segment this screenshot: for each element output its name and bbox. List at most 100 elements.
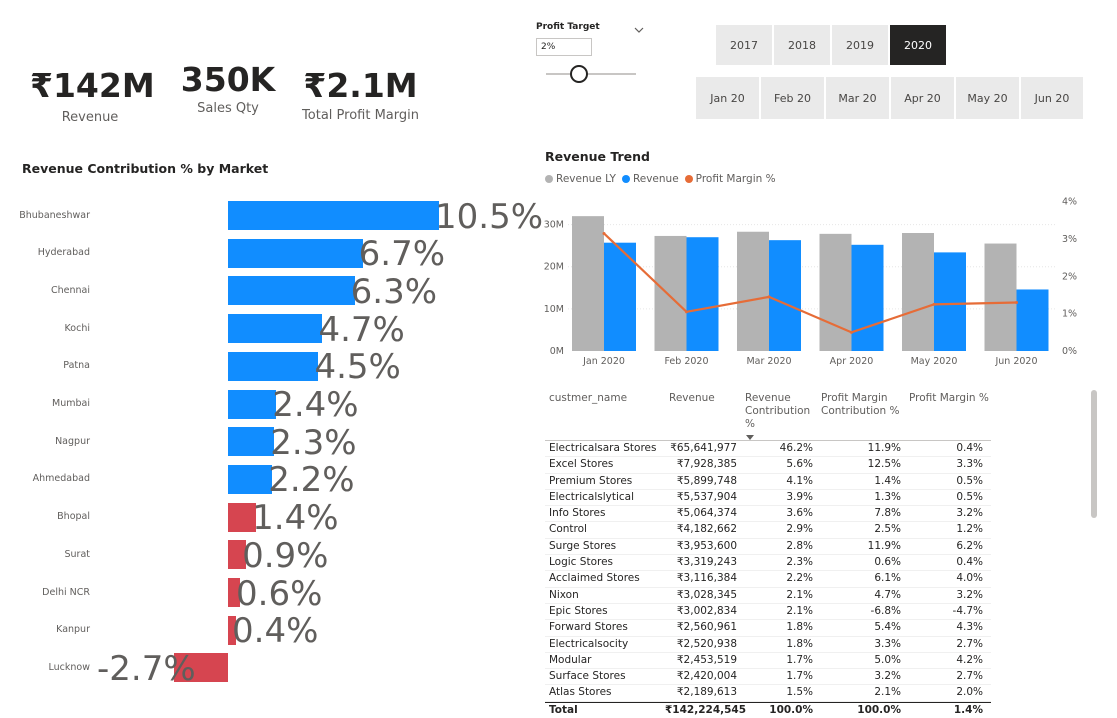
year-tile-2019[interactable]: 2019 [832, 25, 888, 65]
table-row[interactable]: Atlas Stores ₹2,189,613 1.5% 2.1% 2.0% [545, 685, 991, 702]
table-cell: ₹5,899,748 [676, 474, 737, 487]
table-row[interactable]: Forward Stores ₹2,560,961 1.8% 5.4% 4.3% [545, 620, 991, 637]
table-cell: 5.4% [874, 621, 901, 634]
year-tile-2017[interactable]: 2017 [716, 25, 772, 65]
profit-margin-point[interactable] [932, 302, 936, 306]
column-header-customer[interactable]: custmer_name [549, 392, 628, 404]
market-bar[interactable] [228, 351, 319, 381]
table-row[interactable]: Surface Stores ₹2,420,004 1.7% 3.2% 2.7% [545, 669, 991, 686]
year-tile-2020[interactable]: 2020 [890, 25, 946, 65]
table-row[interactable]: Electricalslytical ₹5,537,904 3.9% 1.3% 0.5% [545, 490, 991, 507]
market-label: Chennai [50, 284, 90, 296]
table-cell: 5.0% [874, 653, 901, 666]
profit-margin-point[interactable] [602, 231, 606, 235]
table-scrollbar[interactable] [1091, 390, 1097, 518]
table-cell: 1.8% [786, 637, 813, 650]
profit-margin-line[interactable] [603, 232, 1017, 334]
table-cell: 2.7% [956, 637, 983, 650]
bar-revenue[interactable] [686, 237, 719, 351]
table-cell: ₹7,928,385 [676, 458, 737, 471]
y-right-tick-label: 2% [1062, 271, 1077, 282]
profit-target-input[interactable]: 2% [536, 38, 592, 56]
column-header-profit-margin-contribution[interactable]: Profit Margin Contribution % [821, 392, 900, 417]
market-bar[interactable] [228, 578, 241, 607]
market-value-label: 2.3% [270, 422, 357, 463]
table-row[interactable]: Nixon ₹3,028,345 2.1% 4.7% 3.2% [545, 588, 991, 604]
table-cell: 0.5% [956, 474, 983, 487]
month-tile-mar[interactable]: Mar 20 [826, 77, 889, 119]
bar-revenue-ly[interactable] [737, 231, 769, 351]
market-label: Bhubaneshwar [19, 209, 90, 221]
customer-table: custmer_name Revenue Revenue Contributio… [545, 388, 991, 718]
bar-revenue-ly[interactable] [984, 243, 1017, 351]
market-bar[interactable] [228, 201, 440, 230]
profit-target-slider-track[interactable] [546, 73, 636, 75]
table-row[interactable]: Logic Stores ₹3,319,243 2.3% 0.6% 0.4% [545, 555, 991, 572]
bar-revenue-ly[interactable] [819, 233, 852, 351]
month-tile-feb[interactable]: Feb 20 [761, 77, 824, 119]
bar-revenue[interactable] [769, 240, 801, 351]
sort-descending-icon[interactable] [746, 432, 754, 444]
legend-item-revenue[interactable]: Revenue [621, 173, 679, 185]
market-bar[interactable] [173, 653, 228, 683]
table-row[interactable]: Acclaimed Stores ₹3,116,384 2.2% 6.1% 4.0% [545, 571, 991, 588]
legend-label-profit-margin: Profit Margin % [695, 173, 776, 185]
bar-revenue-ly[interactable] [572, 216, 604, 351]
x-tick-label: May 2020 [911, 356, 958, 367]
profit-margin-point[interactable] [685, 310, 688, 314]
table-row[interactable]: Epic Stores ₹3,002,834 2.1% -6.8% -4.7% [545, 604, 991, 621]
kpi-sales-qty-label: Sales Qty [197, 101, 259, 116]
year-tile-2018[interactable]: 2018 [774, 25, 830, 65]
market-bar[interactable] [228, 314, 323, 344]
kpi-revenue-value: ₹142M [30, 66, 155, 105]
market-value-label: 4.5% [314, 347, 401, 388]
bar-revenue[interactable] [1016, 289, 1049, 351]
table-total-row[interactable]: Total ₹142,224,545 100.0% 100.0% 1.4% [545, 701, 991, 718]
bar-revenue-ly[interactable] [654, 235, 687, 351]
market-bar[interactable] [228, 502, 257, 532]
market-bar[interactable] [228, 540, 247, 570]
market-bar[interactable] [228, 464, 273, 494]
table-row[interactable]: Premium Stores ₹5,899,748 4.1% 1.4% 0.5% [545, 474, 991, 490]
table-row[interactable]: Modular ₹2,453,519 1.7% 5.0% 4.2% [545, 653, 991, 670]
legend-item-profit-margin[interactable]: Profit Margin % [684, 173, 776, 185]
profit-margin-point[interactable] [767, 295, 771, 299]
market-value-label: 0.6% [236, 573, 323, 614]
market-bar[interactable] [228, 389, 277, 419]
profit-target-slider-thumb[interactable] [570, 65, 588, 83]
profit-margin-point[interactable] [850, 330, 853, 334]
legend-item-revenue-ly[interactable]: Revenue LY [545, 173, 616, 185]
bar-revenue[interactable] [604, 242, 636, 351]
market-bar[interactable] [228, 238, 363, 268]
market-bar[interactable] [228, 427, 275, 457]
table-row[interactable]: Info Stores ₹5,064,374 3.6% 7.8% 3.2% [545, 506, 991, 523]
table-row[interactable]: Control ₹4,182,662 2.9% 2.5% 1.2% [545, 522, 991, 539]
y-right-tick-label: 0% [1062, 346, 1077, 357]
column-header-profit-margin[interactable]: Profit Margin % [909, 392, 989, 404]
bar-revenue-ly[interactable] [902, 233, 934, 351]
column-header-revenue-contribution[interactable]: Revenue Contribution % [745, 392, 811, 430]
table-cell: 2.1% [786, 604, 813, 617]
column-header-revenue[interactable]: Revenue [669, 392, 715, 404]
table-cell: 1.4% [874, 474, 901, 487]
bar-revenue[interactable] [851, 244, 884, 351]
x-tick-label: Jan 2020 [582, 356, 625, 367]
kpi-sales-qty-value: 350K [180, 60, 276, 99]
chevron-down-icon[interactable] [634, 20, 644, 33]
table-cell: 12.5% [867, 458, 901, 471]
market-bar[interactable] [228, 276, 355, 306]
table-row[interactable]: Surge Stores ₹3,953,600 2.8% 11.9% 6.2% [545, 539, 991, 556]
month-tile-jan[interactable]: Jan 20 [696, 77, 759, 119]
table-row[interactable]: Electricalsara Stores ₹65,641,977 46.2% 11.… [545, 441, 991, 458]
month-tile-apr[interactable]: Apr 20 [891, 77, 954, 119]
trend-chart-legend: Revenue LY Revenue Profit Margin % [545, 173, 776, 185]
month-tile-jun[interactable]: Jun 20 [1021, 77, 1083, 119]
market-bar[interactable] [228, 615, 237, 645]
month-tile-may[interactable]: May 20 [956, 77, 1019, 119]
legend-label-revenue: Revenue [632, 173, 679, 185]
table-cell: 3.2% [874, 670, 901, 683]
table-row[interactable]: Excel Stores ₹7,928,385 5.6% 12.5% 3.3% [545, 457, 991, 474]
profit-margin-point[interactable] [1015, 300, 1018, 304]
bar-revenue[interactable] [934, 252, 966, 351]
table-row[interactable]: Electricalsocity ₹2,520,938 1.8% 3.3% 2.7% [545, 637, 991, 653]
